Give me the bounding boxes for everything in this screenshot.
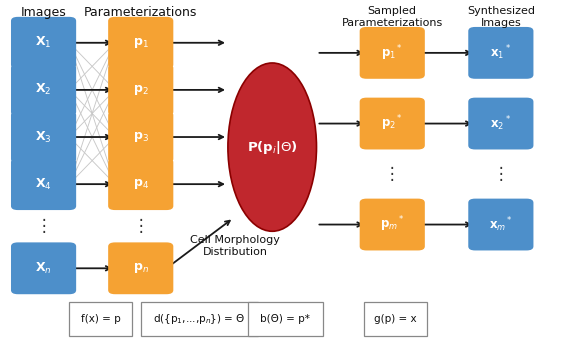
FancyBboxPatch shape	[360, 199, 425, 250]
Text: g(p) = x: g(p) = x	[374, 314, 417, 324]
FancyBboxPatch shape	[364, 302, 426, 336]
Text: Sampled
Parameterizations: Sampled Parameterizations	[342, 6, 443, 28]
Text: f(x) = p: f(x) = p	[81, 314, 120, 324]
FancyBboxPatch shape	[11, 158, 76, 210]
FancyBboxPatch shape	[360, 98, 425, 149]
Text: p$_2$: p$_2$	[133, 83, 148, 97]
Text: X$_2$: X$_2$	[36, 82, 52, 97]
Text: x$_m$$^*$: x$_m$$^*$	[489, 215, 513, 234]
Text: P(p$_i$|$\Theta$): P(p$_i$|$\Theta$)	[247, 139, 297, 155]
Text: Cell Morphology
Distribution: Cell Morphology Distribution	[190, 235, 280, 257]
FancyBboxPatch shape	[108, 242, 173, 294]
Text: p$_3$: p$_3$	[133, 130, 149, 144]
FancyBboxPatch shape	[468, 199, 533, 250]
Text: X$_4$: X$_4$	[35, 176, 52, 192]
FancyBboxPatch shape	[360, 27, 425, 79]
Text: p$_1$: p$_1$	[133, 36, 148, 50]
Text: X$_n$: X$_n$	[35, 261, 52, 276]
Text: Parameterizations: Parameterizations	[84, 6, 198, 19]
FancyBboxPatch shape	[108, 64, 173, 116]
Text: x$_2$$^*$: x$_2$$^*$	[490, 114, 511, 133]
Text: d({p$_1$,...,p$_n$}) = Θ: d({p$_1$,...,p$_n$}) = Θ	[154, 312, 246, 326]
FancyBboxPatch shape	[11, 242, 76, 294]
FancyBboxPatch shape	[141, 302, 258, 336]
FancyBboxPatch shape	[11, 111, 76, 163]
Text: ⋮: ⋮	[384, 165, 401, 183]
Text: X$_3$: X$_3$	[36, 129, 52, 145]
Text: p$_1$$^*$: p$_1$$^*$	[382, 43, 403, 63]
Text: ⋮: ⋮	[493, 165, 509, 183]
Text: p$_2$$^*$: p$_2$$^*$	[382, 114, 403, 134]
Text: Images: Images	[21, 6, 66, 19]
FancyBboxPatch shape	[248, 302, 323, 336]
Text: p$_m$$^*$: p$_m$$^*$	[380, 215, 405, 234]
FancyBboxPatch shape	[69, 302, 132, 336]
Text: ⋮: ⋮	[132, 217, 149, 235]
Ellipse shape	[228, 63, 316, 231]
FancyBboxPatch shape	[11, 17, 76, 69]
FancyBboxPatch shape	[108, 158, 173, 210]
Text: p$_4$: p$_4$	[133, 177, 149, 191]
Text: ⋮: ⋮	[36, 217, 52, 235]
FancyBboxPatch shape	[108, 111, 173, 163]
FancyBboxPatch shape	[468, 27, 533, 79]
Text: Synthesized
Images: Synthesized Images	[467, 6, 535, 28]
Text: p$_n$: p$_n$	[133, 261, 149, 275]
FancyBboxPatch shape	[108, 17, 173, 69]
Text: X$_1$: X$_1$	[36, 35, 52, 50]
Text: x$_1$$^*$: x$_1$$^*$	[490, 44, 511, 62]
Text: b(Θ) = p*: b(Θ) = p*	[260, 314, 311, 324]
FancyBboxPatch shape	[468, 98, 533, 149]
FancyBboxPatch shape	[11, 64, 76, 116]
